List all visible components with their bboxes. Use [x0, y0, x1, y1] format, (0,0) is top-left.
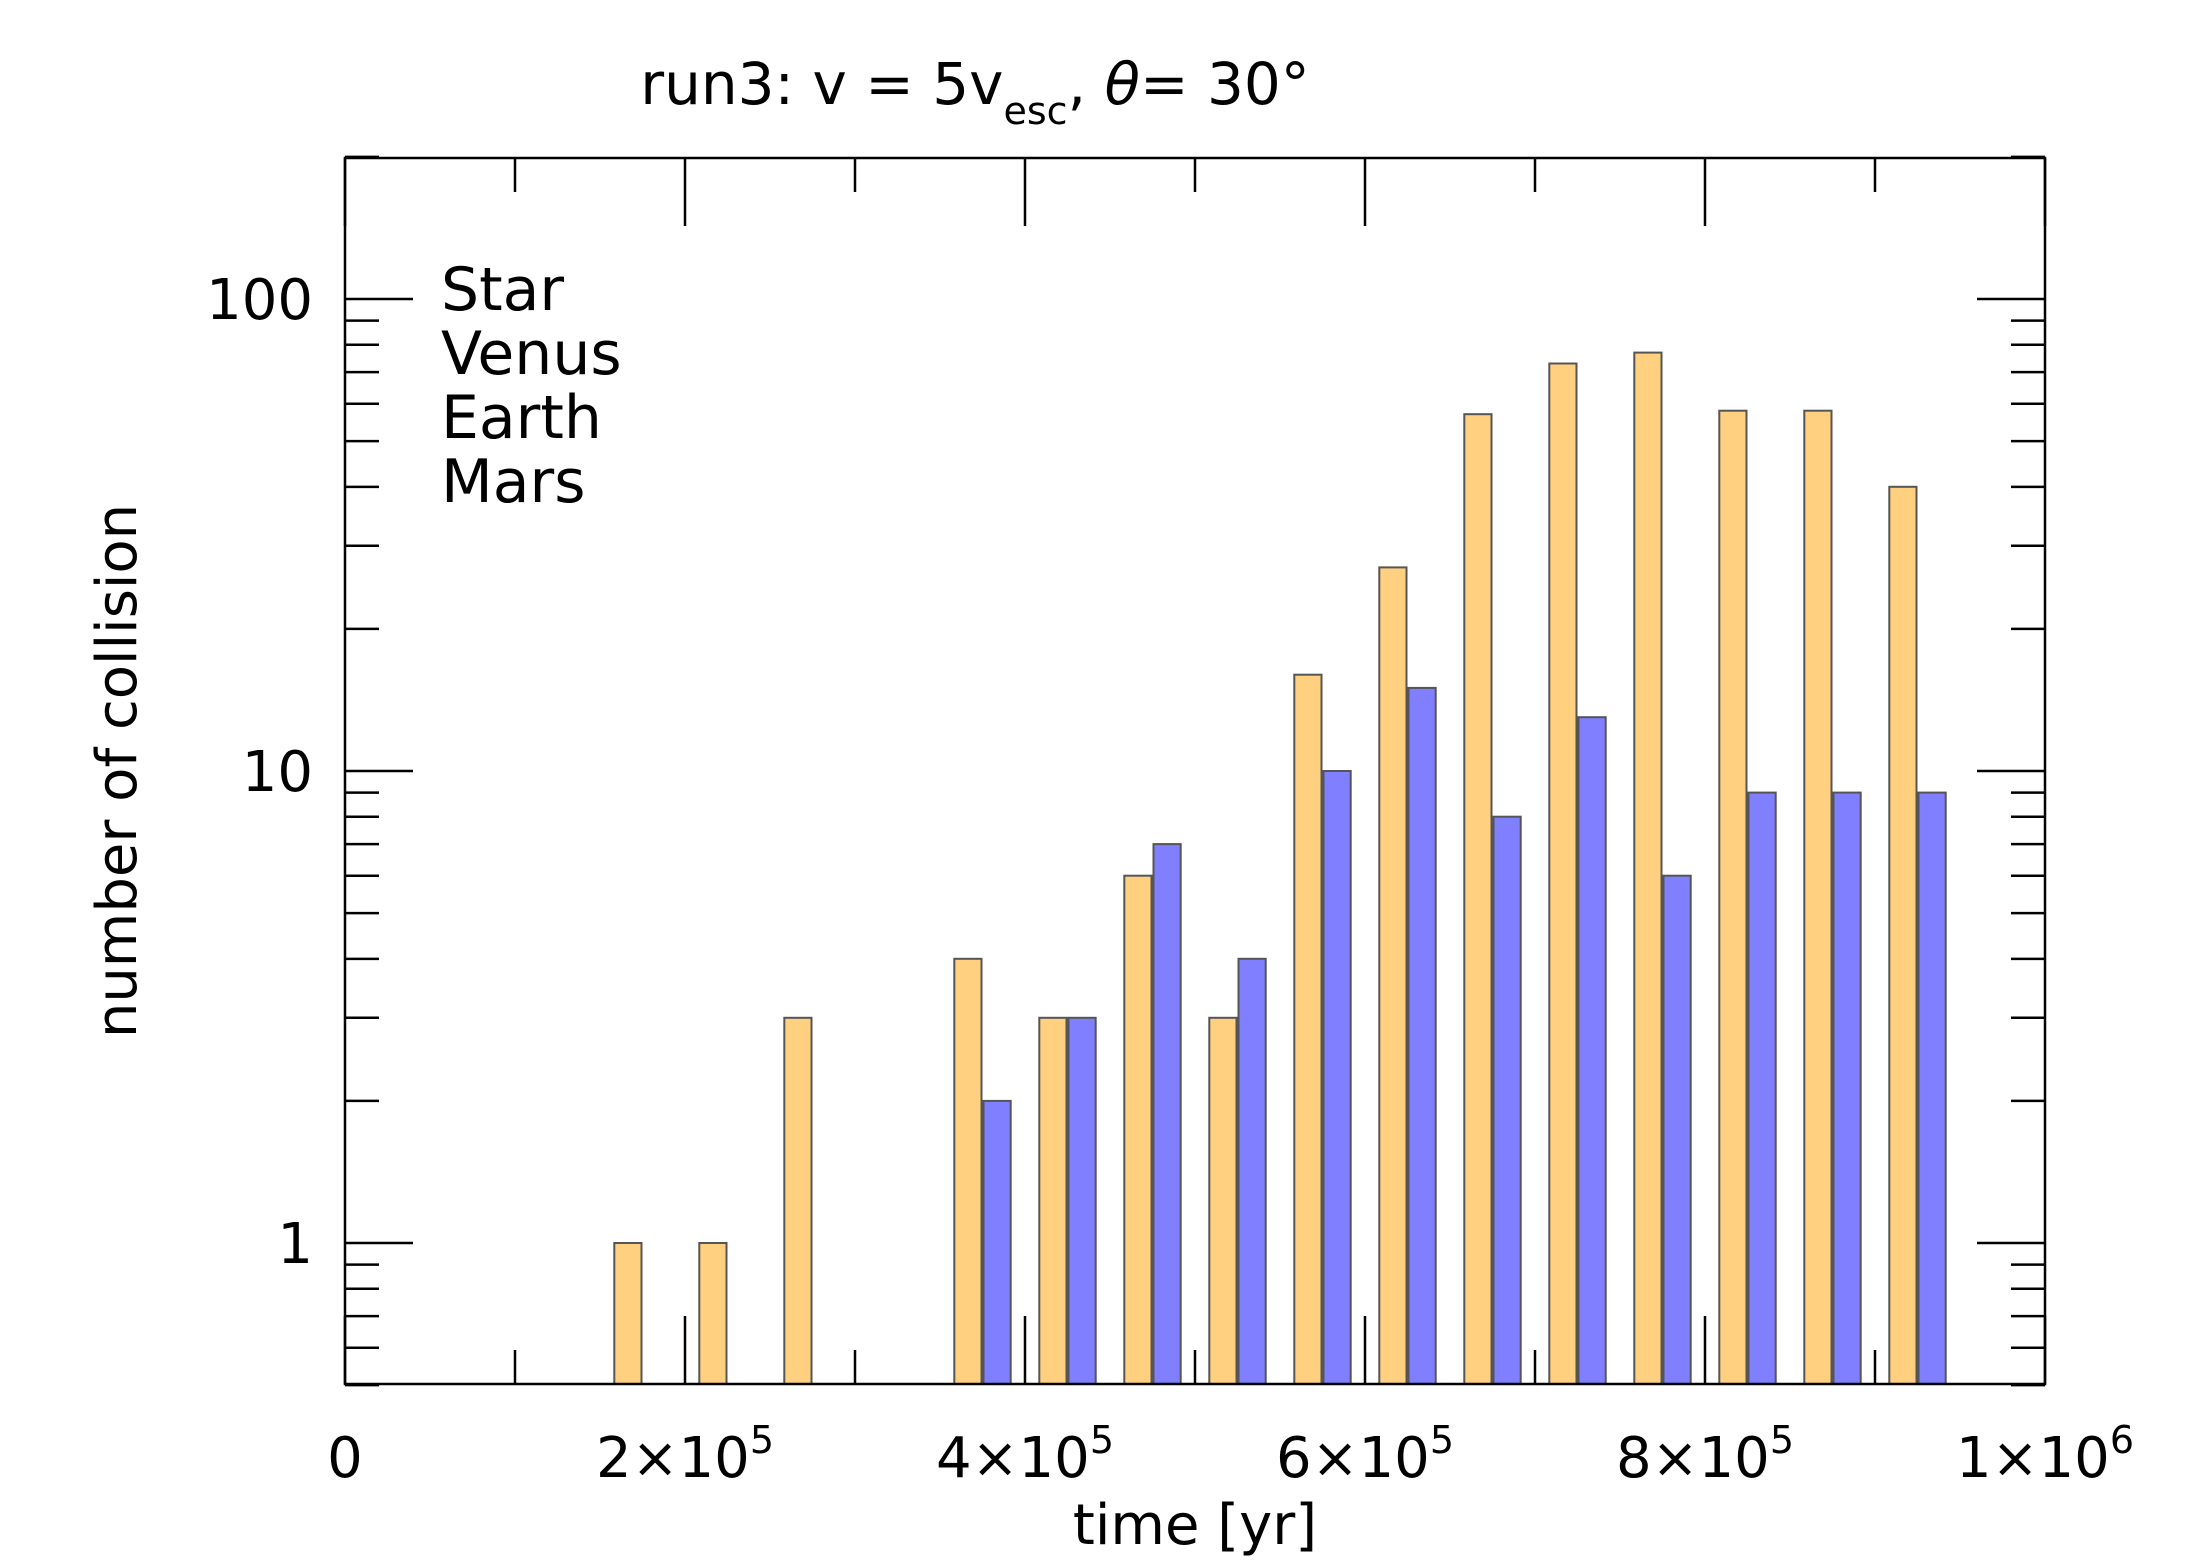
legend: Star Venus Earth Mars — [441, 255, 622, 517]
y-tick-label: 1 — [277, 1212, 313, 1277]
x-tick-label: 1×106 — [1956, 1418, 2134, 1491]
bar-earth — [1322, 770, 1352, 1385]
bar-star — [1718, 409, 1748, 1385]
bar-earth — [982, 1099, 1012, 1386]
title-theta: θ — [1104, 50, 1140, 118]
bar-earth — [1067, 1016, 1097, 1385]
bar-star — [783, 1016, 813, 1385]
bar-earth — [1747, 791, 1777, 1385]
bar-star — [613, 1242, 643, 1385]
title-subscript: esc — [1003, 89, 1067, 133]
bar-star — [953, 957, 983, 1385]
x-tick-label: 2×105 — [596, 1418, 774, 1491]
title-suffix: = 30° — [1140, 50, 1310, 118]
bar-earth — [1152, 843, 1182, 1385]
bar-earth — [1917, 791, 1947, 1385]
bar-star — [1038, 1016, 1068, 1385]
bar-earth — [1492, 815, 1522, 1385]
bar-star — [698, 1242, 728, 1385]
y-tick-label: 100 — [206, 268, 313, 333]
bars-layer — [613, 351, 1947, 1386]
bar-star — [1888, 485, 1918, 1385]
y-tick-label: 10 — [242, 740, 313, 805]
title-prefix: run3: v = 5v — [640, 50, 1003, 118]
legend-earth: Earth — [441, 383, 602, 453]
bar-earth — [1407, 686, 1437, 1385]
bar-star — [1633, 351, 1663, 1386]
chart-title: run3: v = 5vesc, θ= 30° — [640, 50, 1310, 133]
bar-earth — [1237, 957, 1267, 1385]
bar-star — [1803, 409, 1833, 1385]
legend-venus: Venus — [441, 319, 622, 389]
bar-earth — [1577, 716, 1607, 1385]
bar-star — [1208, 1016, 1238, 1385]
x-tick-label: 8×105 — [1616, 1418, 1794, 1491]
x-tick-label: 0 — [327, 1426, 363, 1491]
bar-star — [1378, 566, 1408, 1385]
bar-earth — [1662, 874, 1692, 1385]
x-axis-label: time [yr] — [1073, 1493, 1317, 1558]
legend-mars: Mars — [441, 447, 585, 517]
bar-star — [1293, 673, 1323, 1385]
bar-star — [1123, 874, 1153, 1385]
title-middle: , — [1068, 50, 1105, 118]
x-tick-label: 6×105 — [1276, 1418, 1454, 1491]
bar-star — [1463, 413, 1493, 1385]
tick-labels-layer: 0 2×105 4×105 6×105 8×105 1×106 1 10 100 — [206, 268, 2134, 1491]
ticks-layer — [343, 155, 2047, 1387]
bar-earth — [1832, 791, 1862, 1385]
legend-star: Star — [441, 255, 564, 325]
x-tick-label: 4×105 — [936, 1418, 1114, 1491]
bar-star — [1548, 362, 1578, 1385]
y-axis-label: number of collision — [85, 504, 150, 1038]
